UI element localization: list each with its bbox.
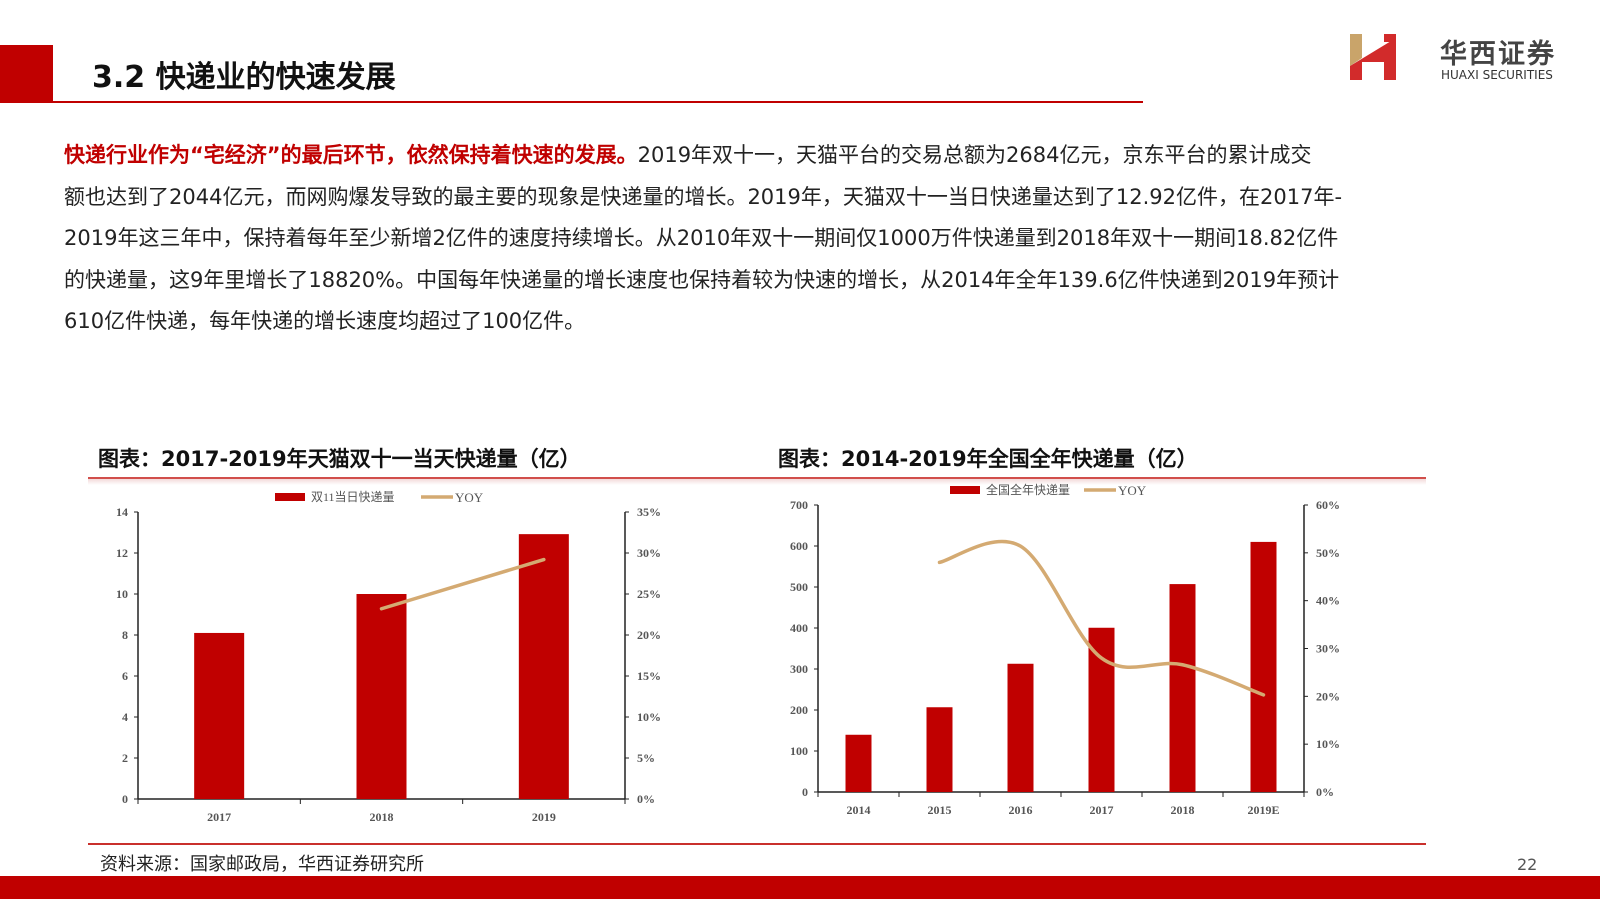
lead-sentence: 快递行业作为“宅经济”的最后环节，依然保持着快速的发展。 xyxy=(64,143,638,167)
chart-title-1: 图表：2017-2019年天猫双十一当天快递量（亿） xyxy=(98,447,581,471)
x-tick-label: 2016 xyxy=(1009,803,1033,817)
left-tick-label: 600 xyxy=(790,539,808,553)
left-tick-label: 300 xyxy=(790,662,808,676)
title-divider xyxy=(53,101,1143,103)
legend-line-label: YOY xyxy=(455,490,484,505)
left-tick-label: 4 xyxy=(122,710,128,724)
paragraph-line: 额也达到了2044亿元，而网购爆发导致的最主要的现象是快递量的增长。2019年，… xyxy=(64,184,1343,209)
left-tick-label: 200 xyxy=(790,703,808,717)
right-tick-label: 0% xyxy=(1316,785,1334,799)
paragraph-line: 2019年双十一，天猫平台的交易总额为2684亿元，京东平台的累计成交 xyxy=(637,143,1312,167)
x-tick-label: 2019 xyxy=(532,810,556,824)
bar xyxy=(1007,663,1034,792)
x-tick-label: 2017 xyxy=(207,810,231,824)
left-tick-label: 500 xyxy=(790,580,808,594)
chart-title-2: 图表：2014-2019年全国全年快递量（亿） xyxy=(778,447,1198,471)
left-tick-label: 12 xyxy=(116,546,128,560)
paragraph-line: 610亿件快递，每年快递的增长速度均超过了100亿件。 xyxy=(64,309,586,333)
title-accent-bar xyxy=(0,45,53,103)
source-note: 资料来源：国家邮政局，华西证券研究所 xyxy=(100,854,424,875)
left-tick-label: 14 xyxy=(116,505,128,519)
right-tick-label: 0% xyxy=(637,792,655,806)
left-tick-label: 700 xyxy=(790,498,808,512)
paragraph-line: 2019年这三年中，保持着每年至少新增2亿件的速度持续增长。从2010年双十一期… xyxy=(64,226,1339,250)
x-tick-label: 2015 xyxy=(928,803,952,817)
left-tick-label: 10 xyxy=(116,587,128,601)
legend-bar-swatch xyxy=(950,486,980,494)
bar xyxy=(845,734,872,792)
left-tick-label: 100 xyxy=(790,744,808,758)
bar xyxy=(356,594,407,799)
bar xyxy=(926,707,953,792)
left-tick-label: 400 xyxy=(790,621,808,635)
body-paragraph: 快递行业作为“宅经济”的最后环节，依然保持着快速的发展。2019年双十一，天猫平… xyxy=(64,135,1544,343)
x-tick-label: 2018 xyxy=(1171,803,1195,817)
legend-bar-swatch xyxy=(275,493,305,501)
right-tick-label: 50% xyxy=(1316,546,1340,560)
right-tick-label: 15% xyxy=(637,669,661,683)
logo-text-en: HUAXI SECURITIES xyxy=(1441,68,1553,82)
huaxi-logo-icon xyxy=(1350,34,1396,80)
x-tick-label: 2017 xyxy=(1090,803,1114,817)
chart-header-divider xyxy=(88,477,1426,479)
legend-bar-label: 双11当日快递量 xyxy=(311,490,395,504)
legend-bar-label: 全国全年快递量 xyxy=(986,482,1070,497)
x-tick-label: 2014 xyxy=(847,803,871,817)
bar xyxy=(194,632,245,799)
left-tick-label: 2 xyxy=(122,751,128,765)
legend-line-label: YOY xyxy=(1118,483,1147,498)
right-tick-label: 20% xyxy=(637,628,661,642)
bar xyxy=(1088,627,1115,792)
right-tick-label: 30% xyxy=(1316,642,1340,656)
yoy-line xyxy=(937,539,1266,697)
right-tick-label: 20% xyxy=(1316,689,1340,703)
left-tick-label: 8 xyxy=(122,628,128,642)
right-tick-label: 10% xyxy=(637,710,661,724)
right-tick-label: 40% xyxy=(1316,594,1340,608)
bar xyxy=(1250,541,1277,792)
chart-header-shadow xyxy=(88,479,1426,485)
bar xyxy=(1169,584,1196,792)
right-tick-label: 60% xyxy=(1316,498,1340,512)
paragraph-line: 的快递量，这9年里增长了18820%。中国每年快递量的增长速度也保持着较为快速的… xyxy=(64,267,1340,292)
page-title: 3.2 快递业的快速发展 xyxy=(92,60,396,95)
page-number: 22 xyxy=(1517,855,1538,874)
right-tick-label: 30% xyxy=(637,546,661,560)
right-tick-label: 10% xyxy=(1316,737,1340,751)
right-tick-label: 35% xyxy=(637,505,661,519)
x-tick-label: 2018 xyxy=(370,810,394,824)
logo-text-cn: 华西证券 xyxy=(1440,39,1556,70)
yoy-line xyxy=(379,557,546,611)
left-tick-label: 0 xyxy=(122,792,128,806)
right-tick-label: 5% xyxy=(637,751,655,765)
footer-divider xyxy=(88,843,1426,845)
right-tick-label: 25% xyxy=(637,587,661,601)
left-tick-label: 6 xyxy=(122,669,128,683)
footer-bar xyxy=(0,876,1600,899)
left-tick-label: 0 xyxy=(802,785,808,799)
x-tick-label: 2019E xyxy=(1247,803,1279,817)
bar xyxy=(518,534,569,799)
